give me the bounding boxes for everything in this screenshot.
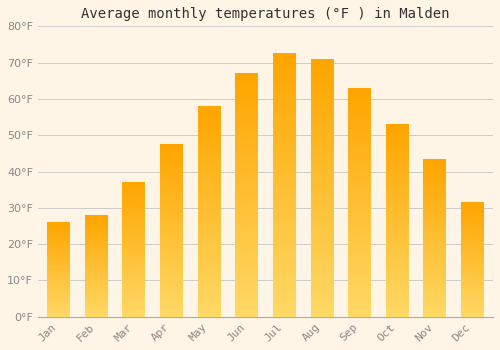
Title: Average monthly temperatures (°F ) in Malden: Average monthly temperatures (°F ) in Ma… xyxy=(81,7,450,21)
